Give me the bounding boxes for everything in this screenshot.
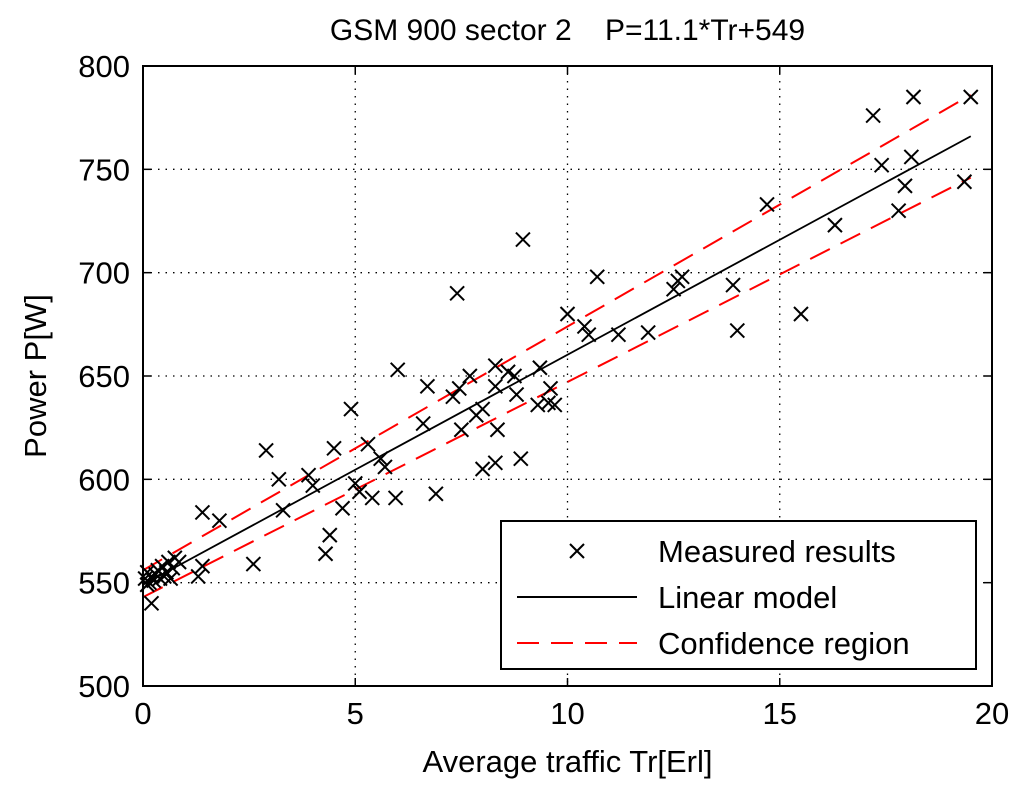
y-tick-label: 800	[78, 49, 130, 84]
data-point-marker	[640, 324, 656, 341]
data-point-marker	[963, 89, 979, 105]
data-point-marker	[347, 475, 363, 492]
data-point-marker	[377, 459, 393, 475]
data-point-marker	[171, 554, 187, 570]
data-point-marker	[360, 436, 376, 452]
data-point-marker	[759, 196, 775, 213]
data-point-marker	[343, 401, 359, 417]
data-point-marker	[489, 422, 506, 438]
y-tick-label: 550	[78, 566, 130, 601]
data-point-marker	[322, 527, 338, 543]
linear-model-line	[142, 135, 972, 586]
data-point-marker	[487, 357, 504, 374]
data-point-marker	[515, 231, 531, 248]
data-point-marker	[143, 595, 160, 612]
x-tick-label: 10	[550, 696, 584, 731]
data-point-marker	[451, 380, 467, 397]
data-point-marker	[275, 502, 291, 519]
x-tick-label: 5	[347, 696, 364, 731]
data-point-marker	[474, 401, 491, 417]
data-point-marker	[793, 306, 809, 322]
x-tick-label: 20	[975, 696, 1009, 731]
data-point-marker	[453, 422, 470, 438]
data-point-marker	[334, 500, 351, 516]
data-point-marker	[162, 570, 179, 587]
data-point-marker	[245, 556, 262, 572]
data-point-marker	[581, 326, 597, 343]
data-point-marker	[547, 397, 563, 413]
data-point-marker	[865, 107, 881, 124]
data-point-marker	[258, 442, 274, 459]
legend-label: Linear model	[658, 580, 837, 615]
data-point-marker	[903, 149, 920, 165]
data-point-marker	[506, 368, 523, 384]
data-point-marker	[449, 285, 465, 302]
data-point-marker	[317, 546, 334, 562]
data-point-marker	[674, 269, 690, 285]
y-tick-label: 600	[78, 462, 130, 497]
data-point-marker	[194, 558, 211, 574]
data-point-marker	[905, 89, 922, 105]
x-axis-label: Average traffic Tr[Erl]	[422, 744, 712, 779]
chart-title: GSM 900 sector 2 P=11.1*Tr+549	[330, 14, 805, 47]
data-point-marker	[211, 512, 228, 529]
data-point-marker	[487, 378, 504, 395]
y-tick-label: 650	[78, 359, 130, 394]
data-point-marker	[305, 477, 321, 494]
data-point-marker	[428, 486, 444, 502]
data-point-marker	[415, 415, 431, 432]
data-point-marker	[956, 174, 973, 190]
data-point-marker	[508, 386, 525, 403]
legend-box	[500, 520, 977, 670]
data-point-marker	[474, 461, 491, 477]
data-point-marker	[890, 202, 907, 219]
data-point-marker	[389, 362, 406, 378]
y-tick-label: 700	[78, 256, 130, 291]
x-tick-label: 15	[763, 696, 797, 731]
data-point-marker	[589, 269, 605, 285]
data-point-marker	[487, 455, 504, 471]
data-point-marker	[419, 378, 436, 395]
data-point-marker	[665, 281, 682, 297]
data-point-marker	[194, 504, 211, 521]
data-point-marker	[462, 368, 478, 384]
data-point-marker	[559, 306, 576, 322]
data-point-marker	[610, 326, 627, 343]
data-point-marker	[725, 277, 741, 293]
data-point-marker	[300, 467, 317, 483]
legend-marker-measured	[569, 543, 585, 559]
data-point-marker	[827, 217, 843, 233]
data-point-marker	[387, 490, 404, 506]
x-tick-label: 0	[134, 696, 151, 731]
data-point-marker	[351, 484, 368, 500]
data-point-marker	[271, 471, 287, 488]
data-point-marker	[326, 440, 342, 457]
legend: Measured results Linear model Confidence r…	[500, 520, 977, 670]
data-point-marker	[576, 318, 593, 335]
data-point-marker	[542, 380, 559, 397]
y-tick-label: 500	[78, 669, 130, 704]
confidence-region-line	[142, 94, 972, 572]
data-point-marker	[729, 322, 746, 339]
confidence-region-lower-line	[142, 176, 972, 599]
data-point-marker	[513, 450, 529, 467]
data-point-marker	[190, 568, 206, 585]
data-point-marker	[873, 157, 890, 173]
legend-label: Measured results	[658, 534, 896, 569]
legend-label: Confidence region	[658, 626, 910, 661]
data-point-marker	[445, 388, 461, 405]
y-tick-label: 750	[78, 152, 130, 187]
axis-ticks: 0 5 10 15 20 500 550 600 650 700 750 800	[78, 49, 1009, 731]
data-point-marker	[897, 178, 913, 194]
data-point-marker	[364, 490, 380, 506]
data-point-marker	[532, 360, 548, 376]
data-point-marker	[373, 450, 389, 467]
y-axis-label: Power P[W]	[18, 294, 53, 458]
plot-data	[137, 89, 979, 612]
